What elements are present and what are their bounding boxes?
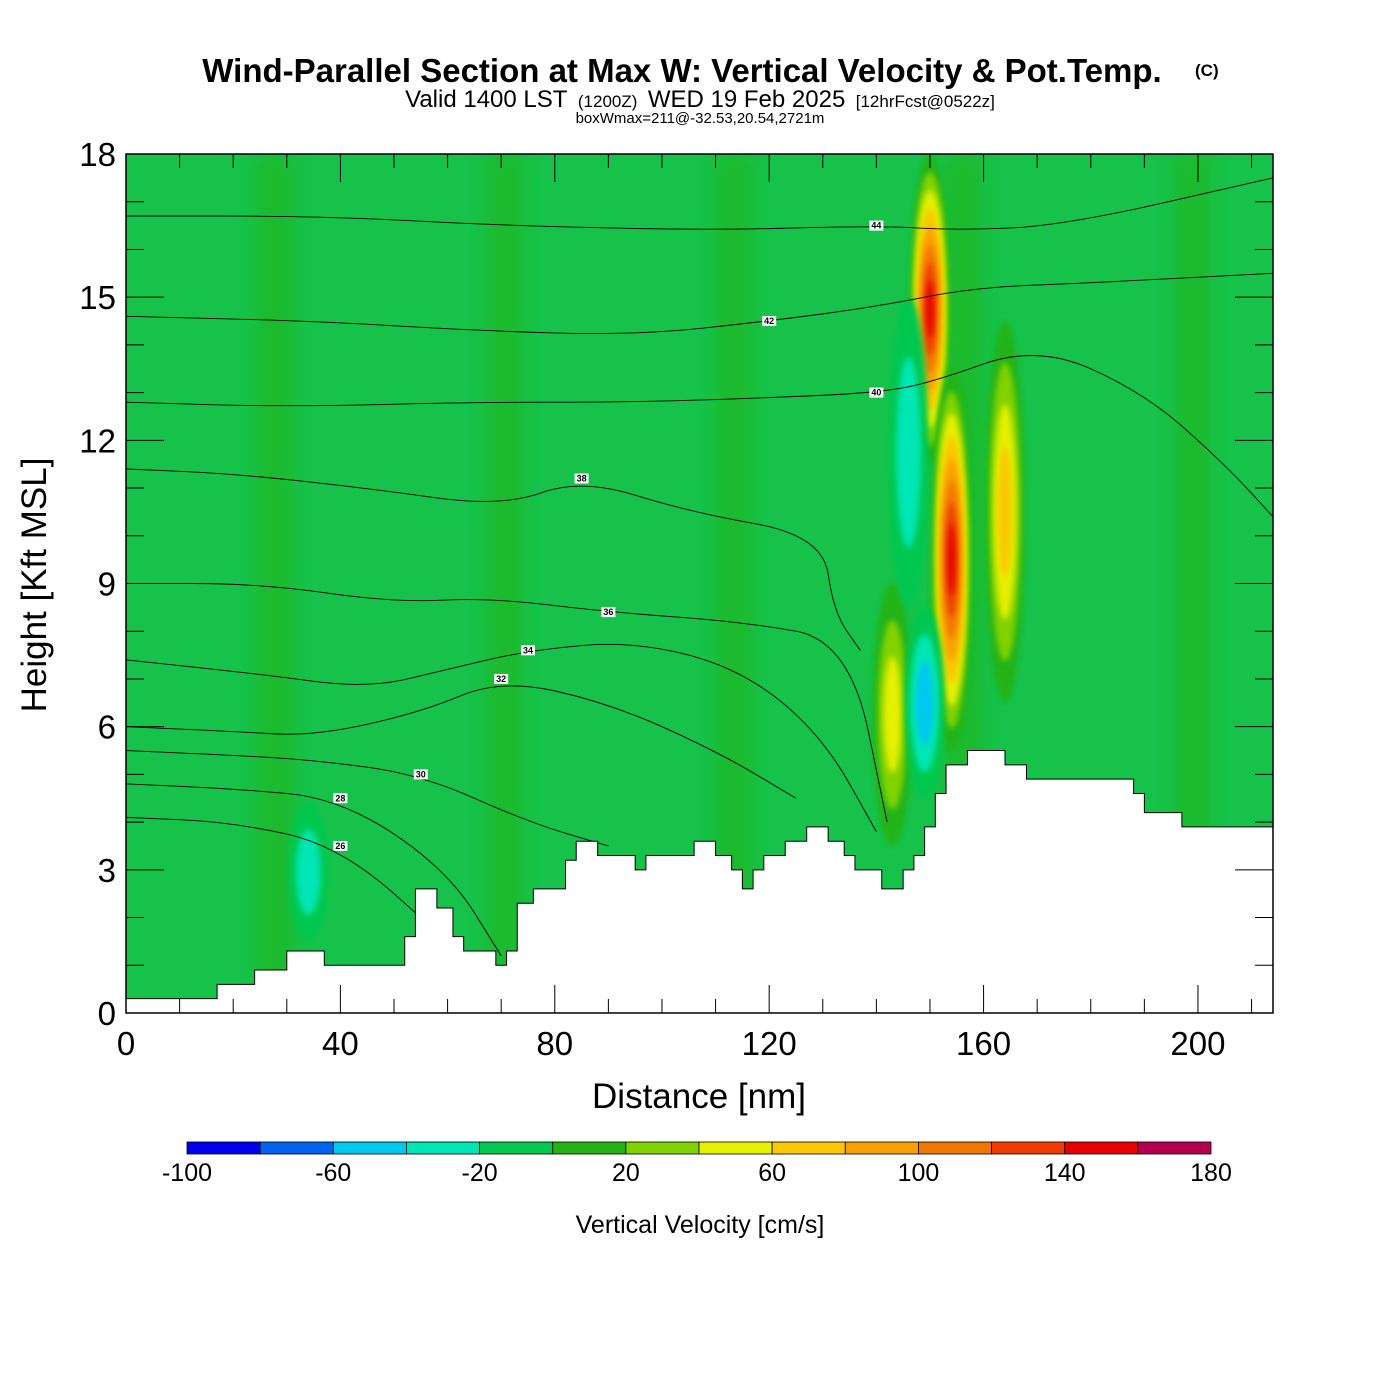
chart-subtitle: Valid 1400 LST (1200Z) WED 19 Feb 2025 […: [405, 86, 995, 113]
contour-label-38: 38: [577, 474, 587, 484]
x-tick-label: 0: [117, 1025, 135, 1062]
colorbar-swatch: [332, 1141, 407, 1155]
plot-area: 26 28 30 32 34 36 38 40 42 44: [126, 154, 1273, 1013]
theta-contour-30: [126, 750, 609, 847]
colorbar-tick-label: 60: [758, 1159, 786, 1187]
theta-contour-38: [126, 468, 861, 651]
velocity-cell: [926, 280, 934, 338]
contour-label-box: [762, 316, 777, 327]
y-tick-label: 3: [98, 852, 116, 889]
theta-contours: 26 28 30 32 34 36 38 40 42 44: [126, 177, 1273, 956]
x-tick-label: 80: [536, 1025, 573, 1062]
colorbar-tick-label: 180: [1190, 1159, 1232, 1187]
velocity-cell: [896, 356, 921, 548]
colorbar-swatch: [1064, 1141, 1139, 1155]
theta-contour-44: [126, 177, 1273, 230]
contour-label-34: 34: [523, 645, 533, 655]
colorbar-swatch: [259, 1141, 334, 1155]
copyright-mark: (C): [1195, 61, 1219, 80]
theta-contour-42: [126, 272, 1273, 335]
contour-label-44: 44: [871, 221, 881, 231]
contour-label-box: [333, 840, 348, 851]
colorbar-label: Vertical Velocity [cm/s]: [576, 1211, 825, 1239]
velocity-cell: [295, 829, 321, 915]
contour-label-box: [601, 607, 616, 618]
colorbar-tick-label: -60: [315, 1159, 351, 1187]
contour-label-32: 32: [496, 674, 506, 684]
colorbar-swatch: [479, 1141, 554, 1155]
contour-label-box: [869, 220, 884, 231]
contour-label-28: 28: [335, 793, 345, 803]
colorbar-swatch: [991, 1141, 1066, 1155]
contour-label-box: [574, 473, 589, 484]
subtitle-valid: Valid 1400 LST: [405, 86, 568, 113]
subtitle-forecast: [12hrFcst@0522z]: [856, 92, 995, 111]
velocity-cell: [915, 660, 934, 746]
theta-contour-28: [126, 783, 502, 956]
velocity-cell: [998, 445, 1012, 579]
theta-contour-40: [126, 355, 1273, 517]
y-tick-label: 0: [98, 995, 116, 1032]
x-tick-label: 160: [956, 1025, 1011, 1062]
box-wmax-line: boxWmax=211@-32.53,20.54,2721m: [576, 110, 825, 127]
y-tick-label: 18: [79, 136, 116, 173]
y-tick-label: 15: [79, 279, 116, 316]
contour-label-42: 42: [764, 316, 774, 326]
colorbar: -100 -60 -20 20 60 100 140 180: [162, 1141, 1232, 1187]
colorbar-swatch: [844, 1141, 919, 1155]
colorbar-swatch: [552, 1141, 627, 1155]
y-axis-label: Height [Kft MSL]: [15, 458, 54, 713]
colorbar-tick-label: -20: [462, 1159, 498, 1187]
theta-contour-34: [126, 643, 877, 832]
x-axis: 0 40 80 120 160 200: [117, 154, 1253, 1062]
contour-label-box: [494, 673, 509, 684]
subtitle-utc: (1200Z): [578, 92, 638, 111]
colorbar-swatch: [1137, 1141, 1212, 1155]
velocity-ribbon: [257, 154, 294, 1013]
contour-label-40: 40: [871, 388, 881, 398]
colorbar-swatch: [918, 1141, 992, 1155]
contour-label-box: [413, 769, 428, 780]
theta-contour-36: [126, 583, 888, 823]
colorbar-swatch: [406, 1141, 480, 1155]
velocity-ribbon: [486, 154, 523, 1013]
subtitle-date: WED 19 Feb 2025: [648, 86, 845, 113]
contour-label-box: [520, 645, 535, 656]
colorbar-tick-label: 100: [898, 1159, 940, 1187]
velocity-cell: [947, 524, 956, 596]
colorbar-swatch: [186, 1141, 261, 1155]
colorbar-swatch: [698, 1141, 773, 1155]
colorbar-swatch: [625, 1141, 700, 1155]
contour-label-box: [333, 793, 348, 804]
y-tick-label: 12: [79, 422, 116, 459]
x-tick-label: 40: [322, 1025, 359, 1062]
theta-contour-26: [126, 816, 448, 942]
x-tick-label: 200: [1170, 1025, 1225, 1062]
theta-contour-32: [126, 685, 797, 799]
contour-label-box: [869, 387, 884, 398]
y-tick-label: 9: [98, 566, 116, 603]
contour-label-26: 26: [335, 841, 345, 851]
x-tick-label: 120: [742, 1025, 797, 1062]
colorbar-tick-label: -100: [162, 1159, 212, 1187]
colorbar-tick-label: 140: [1044, 1159, 1086, 1187]
colorbar-swatch: [771, 1141, 846, 1155]
velocity-cell: [883, 656, 902, 774]
y-tick-label: 6: [98, 709, 116, 746]
colorbar-tick-label: 20: [612, 1159, 640, 1187]
chart-title: Wind-Parallel Section at Max W: Vertical…: [202, 52, 1161, 89]
terrain-mask: [126, 750, 1273, 1013]
contour-label-36: 36: [603, 607, 613, 617]
x-axis-label: Distance [nm]: [592, 1077, 806, 1116]
contour-label-30: 30: [416, 769, 426, 779]
